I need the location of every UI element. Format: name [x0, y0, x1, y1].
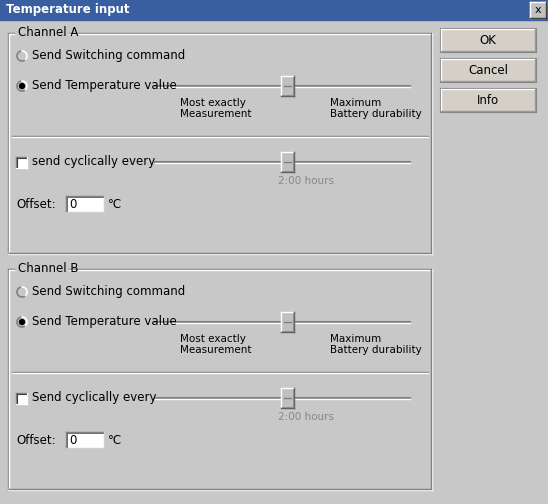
- Text: 2:00 hours: 2:00 hours: [278, 176, 334, 186]
- Text: Offset:: Offset:: [16, 198, 56, 211]
- Bar: [281, 152, 294, 172]
- Text: Maximum: Maximum: [330, 98, 381, 108]
- Text: Maximum: Maximum: [330, 334, 381, 344]
- Bar: [440, 28, 536, 52]
- Text: Battery durability: Battery durability: [330, 345, 422, 355]
- Text: Most exactly: Most exactly: [180, 98, 246, 108]
- Bar: [66, 432, 104, 448]
- Text: Cancel: Cancel: [468, 64, 508, 77]
- Text: send cyclically every: send cyclically every: [32, 156, 155, 168]
- Text: x: x: [535, 5, 541, 15]
- Text: Send cyclically every: Send cyclically every: [32, 392, 157, 405]
- Text: Info: Info: [477, 94, 499, 106]
- Text: Send Temperature value: Send Temperature value: [32, 316, 177, 329]
- Circle shape: [17, 317, 27, 327]
- Circle shape: [20, 320, 25, 325]
- Text: °C: °C: [108, 198, 122, 211]
- Bar: [281, 388, 294, 408]
- Text: Offset:: Offset:: [16, 433, 56, 447]
- Circle shape: [17, 81, 27, 91]
- Circle shape: [17, 287, 27, 297]
- Bar: [440, 58, 536, 82]
- Text: Measurement: Measurement: [180, 345, 252, 355]
- Text: Send Switching command: Send Switching command: [32, 285, 185, 298]
- Text: Temperature input: Temperature input: [6, 4, 129, 17]
- Text: Most exactly: Most exactly: [180, 334, 246, 344]
- Text: 0: 0: [69, 433, 76, 447]
- Bar: [16, 157, 27, 168]
- Bar: [281, 76, 294, 96]
- Text: Channel B: Channel B: [18, 263, 78, 276]
- Bar: [0, 0, 548, 20]
- Bar: [440, 88, 536, 112]
- Bar: [16, 393, 27, 404]
- Text: Channel A: Channel A: [18, 27, 78, 39]
- Text: 2:00 hours: 2:00 hours: [278, 412, 334, 422]
- Text: Battery durability: Battery durability: [330, 109, 422, 119]
- Circle shape: [20, 84, 25, 89]
- Bar: [281, 312, 294, 332]
- Text: OK: OK: [480, 33, 496, 46]
- Text: 0: 0: [69, 198, 76, 211]
- Circle shape: [17, 51, 27, 61]
- Text: °C: °C: [108, 433, 122, 447]
- Text: Send Switching command: Send Switching command: [32, 49, 185, 62]
- Bar: [530, 2, 546, 18]
- Text: Measurement: Measurement: [180, 109, 252, 119]
- Bar: [66, 196, 104, 212]
- Text: Send Temperature value: Send Temperature value: [32, 80, 177, 93]
